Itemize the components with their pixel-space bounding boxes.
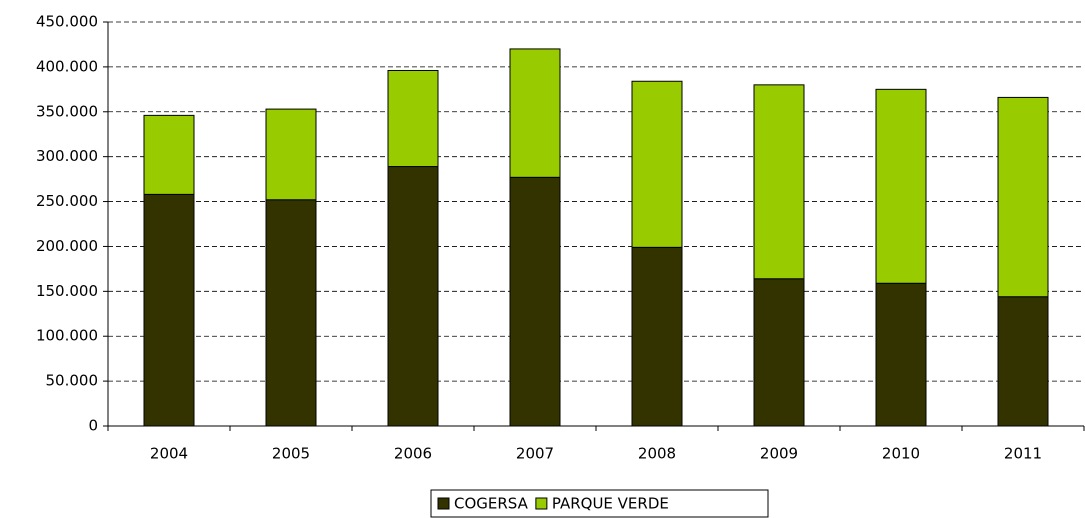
y-tick-label: 450.000 [36, 13, 98, 31]
x-tick-label: 2005 [272, 445, 310, 463]
x-tick-label: 2010 [882, 445, 920, 463]
bar-segment [753, 84, 805, 280]
y-tick-label: 100.000 [36, 327, 98, 345]
y-tick-label: 400.000 [36, 57, 98, 75]
legend-swatch [437, 497, 450, 510]
bar-segment [265, 108, 317, 201]
legend-swatch [535, 497, 548, 510]
bar-segment [265, 199, 317, 427]
legend-box [430, 489, 769, 518]
bar-segment [875, 88, 927, 284]
x-tick-label: 2006 [394, 445, 432, 463]
bar-segment [753, 278, 805, 427]
bar-segment [997, 96, 1049, 298]
y-tick-label: 350.000 [36, 102, 98, 120]
bar-segment [875, 282, 927, 427]
bar-segment [387, 166, 439, 427]
bar-segment [143, 193, 195, 427]
legend-label: PARQUE VERDE [552, 495, 669, 513]
bar-segment [631, 246, 683, 427]
bar-segment [631, 80, 683, 248]
x-tick-label: 2004 [150, 445, 188, 463]
y-tick-label: 200.000 [36, 237, 98, 255]
y-tick-label: 250.000 [36, 192, 98, 210]
y-tick-label: 0 [88, 417, 98, 435]
legend-label: COGERSA [454, 495, 529, 513]
bar-segment [509, 176, 561, 427]
x-tick-label: 2011 [1004, 445, 1042, 463]
bar-segment [387, 69, 439, 168]
bar-segment [997, 296, 1049, 427]
x-tick-label: 2009 [760, 445, 798, 463]
x-tick-label: 2007 [516, 445, 554, 463]
bar-segment [143, 114, 195, 195]
y-tick-label: 150.000 [36, 282, 98, 300]
bar-segment [509, 48, 561, 178]
y-tick-label: 300.000 [36, 147, 98, 165]
x-tick-label: 2008 [638, 445, 676, 463]
y-tick-label: 50.000 [46, 372, 99, 390]
